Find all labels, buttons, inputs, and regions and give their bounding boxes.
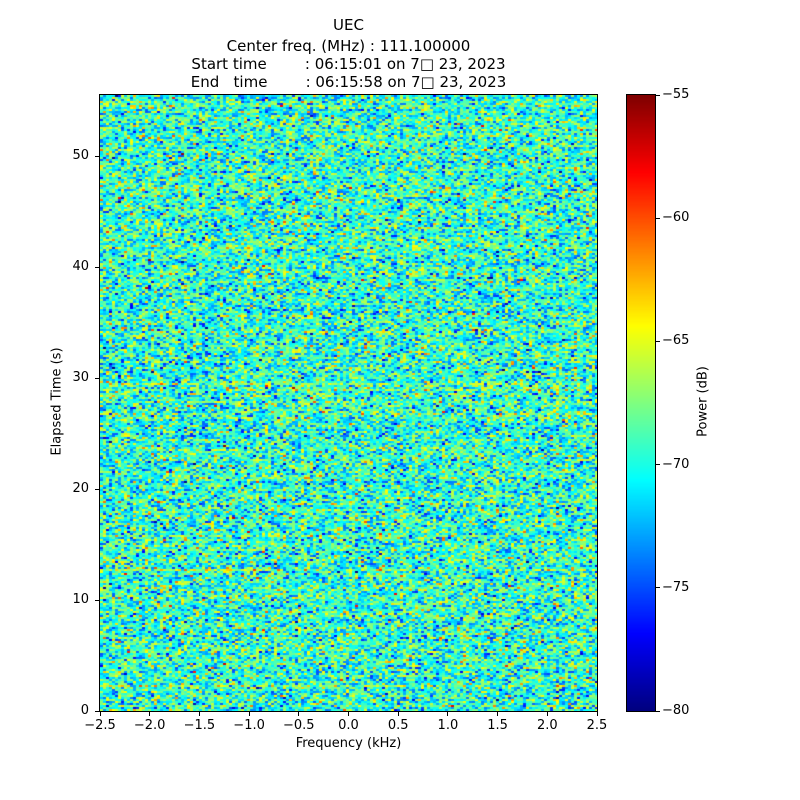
colorbar-tick-mark bbox=[656, 587, 660, 589]
colorbar-tick-label: −80 bbox=[662, 703, 690, 718]
end-time-line: End time : 06:15:58 on 7□ 23, 2023 bbox=[190, 73, 507, 91]
y-tick-label: 30 bbox=[72, 370, 89, 386]
x-tick-mark bbox=[99, 712, 101, 716]
colorbar-tick-mark bbox=[656, 710, 660, 712]
plot-frame bbox=[99, 94, 598, 712]
center-freq-line: Center freq. (MHz) : 111.100000 bbox=[226, 37, 471, 55]
x-tick-label: 2.0 bbox=[536, 718, 558, 733]
start-time-line: Start time : 06:15:01 on 7□ 23, 2023 bbox=[191, 55, 506, 73]
colorbar-tick-mark bbox=[656, 464, 660, 466]
colorbar-tick-label: −65 bbox=[662, 333, 690, 349]
x-tick-mark bbox=[596, 712, 598, 716]
x-tick-label: −2.5 bbox=[84, 718, 116, 733]
colorbar-tick-mark bbox=[656, 340, 660, 342]
y-tick-mark bbox=[95, 155, 99, 157]
chart-title: UEC bbox=[333, 16, 364, 34]
x-axis-label: Frequency (kHz) bbox=[295, 736, 402, 751]
colorbar-tick-label: −55 bbox=[662, 87, 690, 102]
y-tick-label: 0 bbox=[80, 703, 89, 718]
x-tick-mark bbox=[546, 712, 548, 716]
x-tick-label: 1.5 bbox=[487, 718, 508, 733]
y-tick-mark bbox=[95, 377, 99, 379]
colorbar-tick-label: −75 bbox=[662, 579, 690, 595]
x-tick-label: −2.0 bbox=[133, 718, 166, 733]
x-tick-mark bbox=[497, 712, 499, 716]
chart-subtitle: Center freq. (MHz) : 111.100000 Start ti… bbox=[100, 37, 597, 91]
colorbar-tick-mark bbox=[656, 217, 660, 219]
y-tick-label: 10 bbox=[72, 592, 89, 607]
x-tick-label: 0.0 bbox=[338, 718, 359, 733]
x-tick-label: 0.5 bbox=[387, 718, 409, 733]
colorbar-frame bbox=[626, 94, 656, 712]
y-tick-label: 50 bbox=[72, 148, 89, 164]
y-tick-label: 40 bbox=[72, 259, 89, 275]
y-tick-mark bbox=[95, 488, 99, 490]
x-tick-label: −1.5 bbox=[183, 718, 216, 733]
y-tick-mark bbox=[95, 266, 99, 268]
y-axis-label: Elapsed Time (s) bbox=[49, 347, 65, 456]
spectrogram-heatmap bbox=[100, 95, 597, 711]
colorbar-tick-label: −70 bbox=[662, 456, 690, 472]
x-tick-mark bbox=[397, 712, 399, 716]
x-tick-label: −1.0 bbox=[233, 718, 265, 733]
x-tick-mark bbox=[348, 712, 349, 716]
y-tick-label: 20 bbox=[72, 481, 89, 497]
x-tick-mark bbox=[447, 712, 449, 716]
y-tick-mark bbox=[95, 599, 99, 601]
x-tick-mark bbox=[198, 712, 200, 716]
colorbar-tick-label: −60 bbox=[662, 210, 690, 226]
x-tick-label: 1.0 bbox=[437, 718, 459, 733]
x-tick-mark bbox=[298, 712, 300, 716]
x-tick-label: −0.5 bbox=[283, 718, 315, 733]
colorbar-tick-mark bbox=[656, 94, 660, 96]
x-tick-mark bbox=[248, 712, 250, 716]
y-tick-mark bbox=[95, 710, 99, 712]
colorbar-gradient bbox=[627, 95, 655, 711]
x-tick-mark bbox=[149, 712, 151, 716]
x-tick-label: 2.5 bbox=[586, 718, 608, 733]
